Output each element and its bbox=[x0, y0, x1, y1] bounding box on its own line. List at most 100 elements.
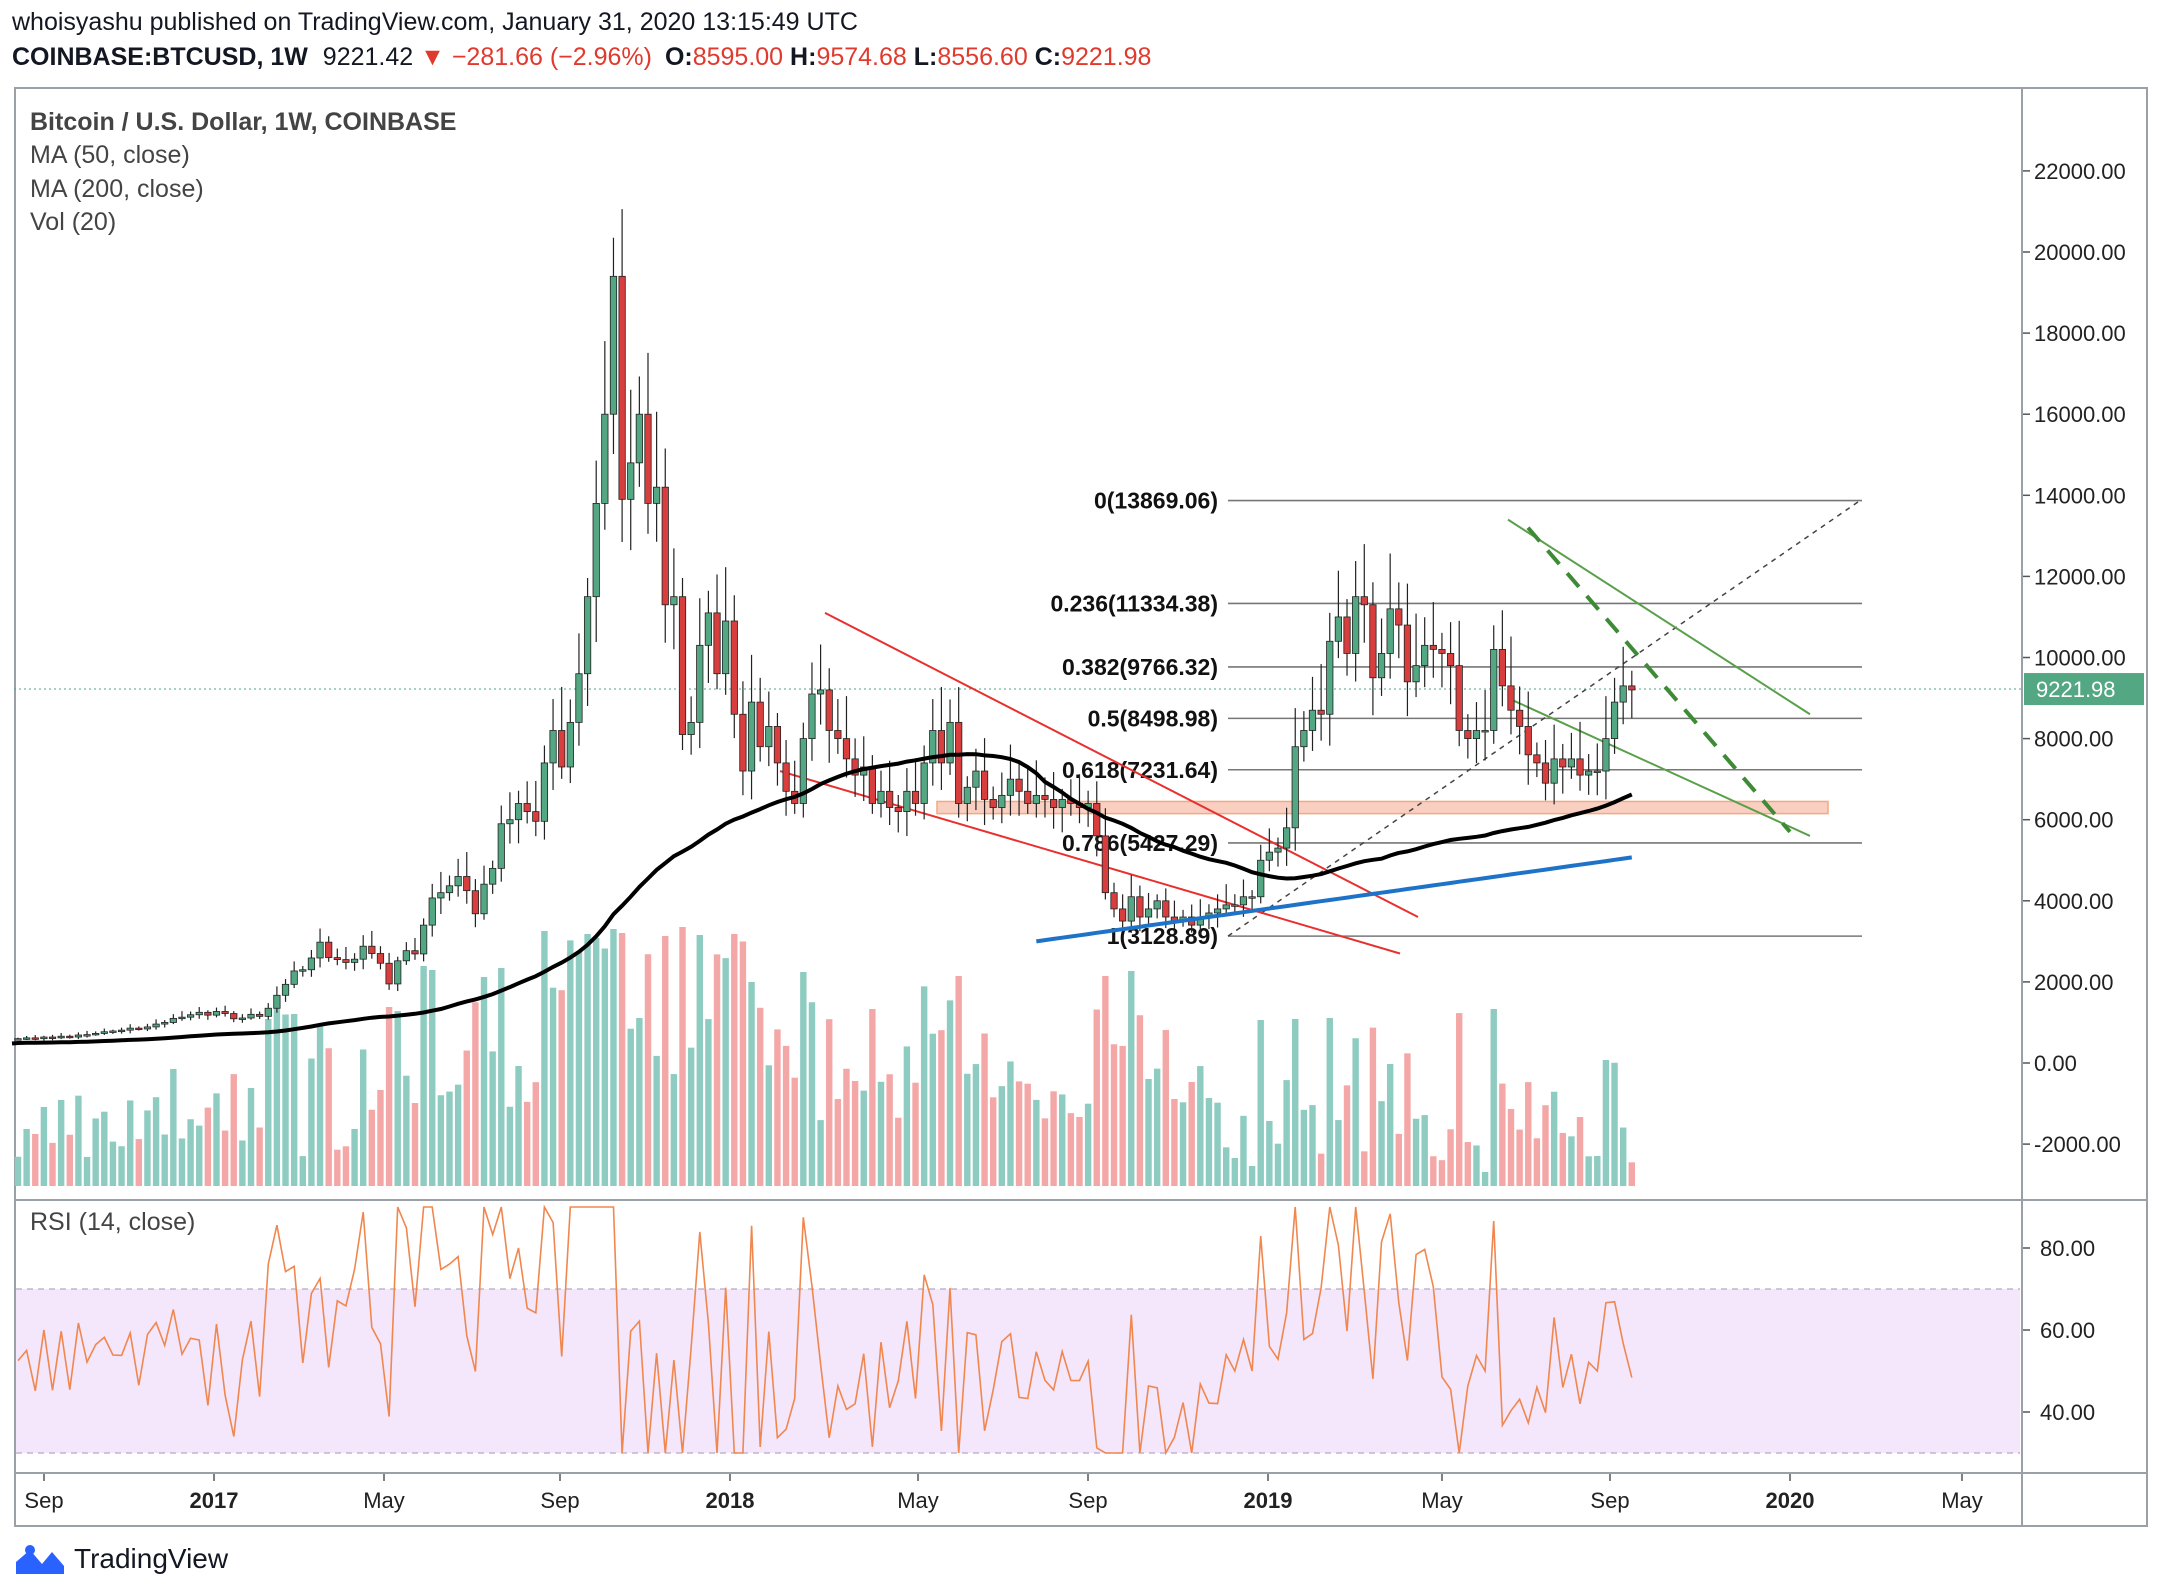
candle-body[interactable] bbox=[152, 1023, 160, 1028]
candle-body[interactable] bbox=[601, 413, 609, 504]
candle-body[interactable] bbox=[1567, 758, 1575, 768]
candle-body[interactable] bbox=[920, 762, 928, 804]
candle-body[interactable] bbox=[955, 721, 963, 804]
candle-body[interactable] bbox=[1101, 835, 1109, 894]
candle-body[interactable] bbox=[100, 1031, 108, 1034]
candle-body[interactable] bbox=[851, 758, 859, 776]
candle-body[interactable] bbox=[31, 1037, 39, 1040]
candle-body[interactable] bbox=[143, 1026, 152, 1030]
candle-body[interactable] bbox=[592, 503, 600, 598]
candle-body[interactable] bbox=[1421, 644, 1429, 667]
candle-body[interactable] bbox=[1231, 904, 1239, 907]
candle-body[interactable] bbox=[1050, 799, 1058, 808]
candle-body[interactable] bbox=[92, 1032, 100, 1036]
candle-body[interactable] bbox=[1585, 770, 1593, 776]
rsi-line[interactable] bbox=[17, 1204, 1633, 1456]
candle-body[interactable] bbox=[739, 713, 747, 772]
candle-body[interactable] bbox=[635, 413, 643, 464]
legend-rsi[interactable]: RSI (14, close) bbox=[30, 1208, 195, 1236]
candle-body[interactable] bbox=[1360, 596, 1368, 606]
candle-body[interactable] bbox=[506, 819, 514, 825]
candle-body[interactable] bbox=[463, 876, 471, 892]
candle-body[interactable] bbox=[497, 823, 505, 869]
candle-body[interactable] bbox=[842, 738, 851, 760]
candle-body[interactable] bbox=[161, 1022, 169, 1025]
candle-body[interactable] bbox=[1308, 709, 1317, 731]
candle-body[interactable] bbox=[307, 957, 316, 971]
candle-body[interactable] bbox=[342, 959, 350, 963]
fib-diagonal-line[interactable] bbox=[1227, 499, 1861, 937]
candle-body[interactable] bbox=[178, 1016, 186, 1020]
candle-body[interactable] bbox=[1265, 851, 1273, 861]
candle-body[interactable] bbox=[48, 1036, 57, 1039]
candle-body[interactable] bbox=[825, 689, 833, 731]
candle-body[interactable] bbox=[1239, 896, 1248, 906]
candle-body[interactable] bbox=[1412, 665, 1420, 683]
candle-body[interactable] bbox=[1369, 604, 1377, 679]
candle-body[interactable] bbox=[661, 486, 669, 606]
candle-body[interactable] bbox=[264, 1007, 272, 1017]
candle-body[interactable] bbox=[1248, 896, 1256, 899]
candle-body[interactable] bbox=[687, 721, 695, 735]
candle-body[interactable] bbox=[57, 1035, 65, 1039]
candle-body[interactable] bbox=[281, 983, 290, 996]
candle-body[interactable] bbox=[1576, 758, 1584, 776]
candle-body[interactable] bbox=[402, 950, 410, 962]
candle-body[interactable] bbox=[368, 945, 376, 954]
candle-body[interactable] bbox=[169, 1017, 177, 1023]
candle-body[interactable] bbox=[83, 1034, 91, 1037]
candle-body[interactable] bbox=[489, 867, 497, 885]
candle-body[interactable] bbox=[1628, 685, 1636, 691]
candle-body[interactable] bbox=[1610, 701, 1619, 739]
candle-body[interactable] bbox=[1498, 648, 1506, 687]
candle-body[interactable] bbox=[1119, 908, 1127, 922]
candle-body[interactable] bbox=[454, 876, 462, 887]
candle-body[interactable] bbox=[1058, 799, 1066, 808]
candle-body[interactable] bbox=[929, 730, 937, 764]
candle-body[interactable] bbox=[980, 770, 989, 800]
candle-body[interactable] bbox=[376, 953, 385, 964]
candle-body[interactable] bbox=[566, 721, 574, 768]
candle-body[interactable] bbox=[722, 620, 730, 675]
candle-body[interactable] bbox=[1472, 730, 1481, 739]
chart-frame[interactable] bbox=[14, 87, 2148, 1527]
candle-body[interactable] bbox=[1274, 847, 1282, 853]
candle-body[interactable] bbox=[549, 730, 557, 764]
candle-body[interactable] bbox=[834, 730, 842, 739]
candle-body[interactable] bbox=[756, 701, 764, 748]
candle-body[interactable] bbox=[1550, 758, 1558, 784]
candle-body[interactable] bbox=[1110, 892, 1118, 910]
candle-body[interactable] bbox=[1533, 754, 1541, 764]
candle-body[interactable] bbox=[411, 950, 419, 955]
candle-body[interactable] bbox=[1153, 900, 1161, 910]
candle-body[interactable] bbox=[1516, 709, 1524, 727]
candle-body[interactable] bbox=[1619, 685, 1627, 703]
candle-body[interactable] bbox=[273, 994, 281, 1009]
candle-body[interactable] bbox=[644, 413, 652, 504]
candle-body[interactable] bbox=[696, 644, 704, 723]
candle-body[interactable] bbox=[730, 620, 738, 715]
candle-body[interactable] bbox=[212, 1011, 221, 1016]
candle-body[interactable] bbox=[1377, 653, 1386, 679]
candle-body[interactable] bbox=[109, 1030, 117, 1033]
candle-body[interactable] bbox=[1144, 908, 1153, 918]
candle-body[interactable] bbox=[998, 794, 1006, 808]
candle-body[interactable] bbox=[256, 1013, 264, 1017]
ma200-line[interactable] bbox=[1036, 855, 1633, 944]
candle-body[interactable] bbox=[609, 275, 618, 415]
legend-ma50[interactable]: MA (50, close) bbox=[30, 141, 190, 169]
candle-body[interactable] bbox=[1317, 709, 1325, 715]
candle-body[interactable] bbox=[816, 689, 825, 695]
candle-body[interactable] bbox=[972, 770, 980, 788]
candle-body[interactable] bbox=[704, 612, 713, 646]
candle-body[interactable] bbox=[1395, 608, 1403, 626]
candle-body[interactable] bbox=[989, 799, 997, 808]
legend-ma200[interactable]: MA (200, close) bbox=[30, 175, 204, 203]
candle-body[interactable] bbox=[23, 1037, 31, 1040]
candle-body[interactable] bbox=[653, 486, 661, 504]
candle-body[interactable] bbox=[359, 945, 367, 960]
candle-body[interactable] bbox=[946, 721, 954, 764]
candle-body[interactable] bbox=[514, 803, 523, 821]
candle-body[interactable] bbox=[186, 1014, 195, 1018]
